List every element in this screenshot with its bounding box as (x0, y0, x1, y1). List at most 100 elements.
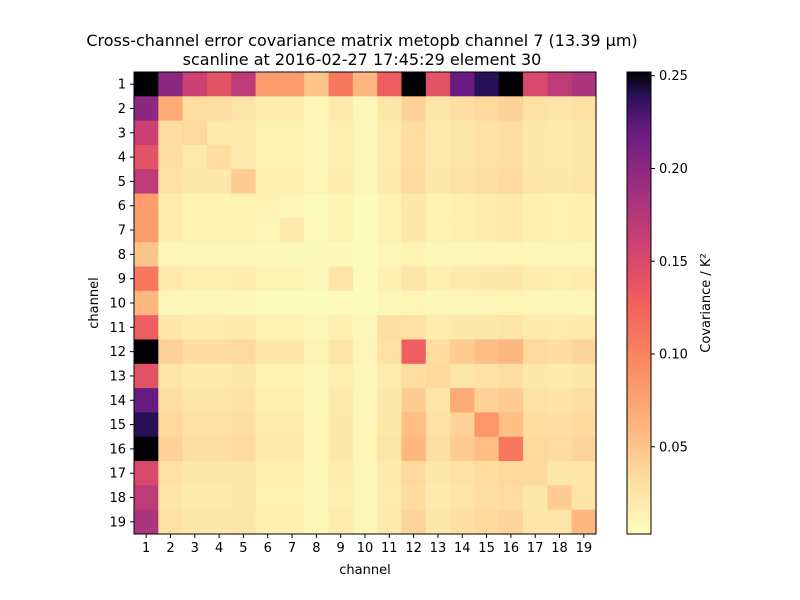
colorbar (627, 72, 651, 534)
heatmap-cell (425, 339, 451, 365)
x-tick-label: 18 (551, 541, 568, 556)
heatmap-cell (304, 120, 329, 146)
heatmap-cell (474, 120, 500, 146)
heatmap-cell (571, 485, 597, 511)
heatmap-cell (547, 217, 573, 243)
heatmap-cell (450, 461, 475, 486)
heatmap-cell (134, 412, 159, 438)
heatmap-cell (571, 120, 597, 146)
heatmap-cell (425, 169, 451, 194)
heatmap-cell (425, 363, 451, 389)
heatmap-cell (206, 217, 232, 243)
heatmap-cell (377, 412, 402, 438)
y-tick-label: 15 (109, 418, 126, 433)
heatmap-cell (523, 72, 548, 97)
heatmap-cell (255, 193, 281, 219)
heatmap-cell (134, 290, 159, 316)
heatmap-cell (523, 339, 548, 365)
heatmap-cell (328, 315, 354, 340)
heatmap-cell (158, 217, 184, 243)
heatmap-cell (206, 266, 232, 292)
heatmap-cell (279, 461, 305, 486)
heatmap-cell (279, 485, 305, 511)
heatmap-cell (255, 363, 281, 389)
heatmap-cell (279, 96, 305, 122)
heatmap-cell (377, 290, 402, 316)
heatmap-cell (206, 315, 232, 340)
heatmap-cell (523, 436, 548, 462)
heatmap-cell (425, 436, 451, 462)
heatmap-cell (498, 217, 524, 243)
heatmap-cell (182, 217, 208, 243)
heatmap-cell (255, 96, 281, 122)
heatmap-cell (498, 96, 524, 122)
heatmap-cell (547, 436, 573, 462)
heatmap-cell (425, 144, 451, 170)
x-tick-label: 14 (454, 541, 471, 556)
heatmap-cell (328, 290, 354, 316)
heatmap-cell (231, 363, 256, 389)
heatmap-cell (523, 461, 548, 486)
heatmap-cell (182, 388, 208, 413)
y-tick-label: 5 (118, 175, 126, 190)
y-tick-label: 13 (109, 369, 126, 384)
heatmap-cell (571, 436, 597, 462)
heatmap-cell (328, 485, 354, 511)
colorbar-tick-label: 0.20 (659, 162, 688, 177)
heatmap-cell (158, 290, 184, 316)
heatmap-cell (279, 509, 305, 535)
heatmap-cell (279, 412, 305, 438)
x-tick-label: 4 (215, 541, 223, 556)
heatmap-cell (255, 144, 281, 170)
heatmap-cell (304, 461, 329, 486)
heatmap-cell (377, 363, 402, 389)
heatmap-cell (498, 72, 524, 97)
heatmap-cell (523, 266, 548, 292)
heatmap-cell (523, 96, 548, 122)
heatmap-cell (450, 169, 475, 194)
heatmap-cell (182, 96, 208, 122)
heatmap-cell (401, 96, 427, 122)
heatmap-cell (158, 242, 184, 267)
heatmap-cell (571, 242, 597, 267)
heatmap-cell (255, 509, 281, 535)
x-tick-label: 1 (142, 541, 150, 556)
heatmap-cell (401, 266, 427, 292)
heatmap-cell (571, 266, 597, 292)
heatmap-cell (182, 266, 208, 292)
heatmap-cell (523, 217, 548, 243)
heatmap-cell (158, 509, 184, 535)
heatmap-cell (328, 363, 354, 389)
heatmap-cell (231, 96, 256, 122)
y-tick-label: 18 (109, 491, 126, 506)
heatmap-cell (231, 266, 256, 292)
heatmap-cell (328, 436, 354, 462)
heatmap-cell (377, 436, 402, 462)
heatmap-cell (547, 509, 573, 535)
heatmap-cell (231, 120, 256, 146)
heatmap-cell (182, 461, 208, 486)
heatmap-cell (450, 412, 475, 438)
heatmap-cell (231, 339, 256, 365)
heatmap-cell (523, 144, 548, 170)
heatmap-cell (279, 436, 305, 462)
heatmap-cell (231, 461, 256, 486)
heatmap-cell (498, 388, 524, 413)
heatmap-cell (328, 144, 354, 170)
heatmap-cell (450, 266, 475, 292)
heatmap-cell (352, 339, 378, 365)
heatmap-cell (255, 388, 281, 413)
x-tick-label: 10 (357, 541, 374, 556)
heatmap-cell (352, 217, 378, 243)
heatmap-cell (474, 363, 500, 389)
heatmap-cell (279, 266, 305, 292)
heatmap-cell (425, 509, 451, 535)
heatmap-cell (158, 72, 184, 97)
heatmap-cell (134, 217, 159, 243)
heatmap-cell (474, 144, 500, 170)
heatmap-cell (401, 72, 427, 97)
heatmap-cell (206, 461, 232, 486)
heatmap-cell (450, 120, 475, 146)
heatmap-cell (255, 217, 281, 243)
